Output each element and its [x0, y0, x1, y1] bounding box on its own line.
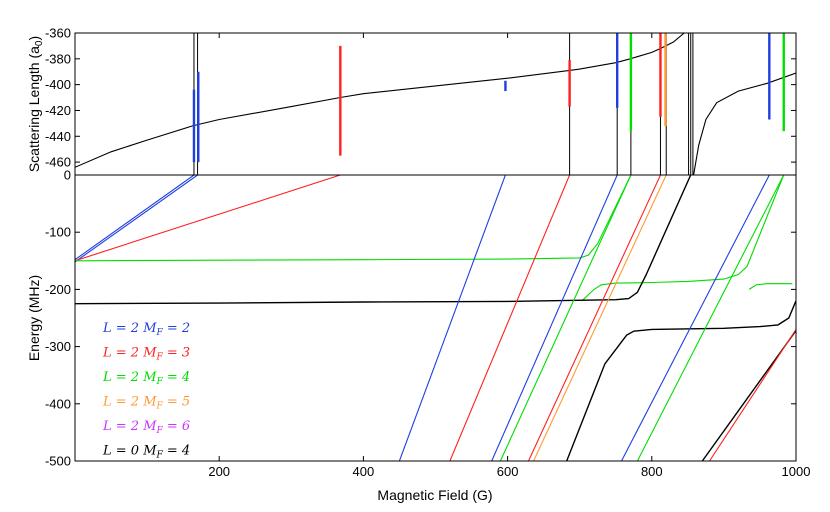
legend-entry-1: L = 2 MF = 3: [102, 346, 190, 363]
top-y-tick-label-3: -420: [45, 103, 71, 118]
energy-series-5: [748, 283, 793, 290]
x-tick-label-4: 1000: [782, 464, 811, 479]
x-axis-label: Magnetic Field (G): [377, 487, 492, 503]
top-y-tick-label-5: -460: [45, 155, 71, 170]
energy-series-6: [75, 175, 692, 305]
energy-series-10: [491, 175, 618, 461]
energy-series-13: [528, 175, 661, 461]
energy-series-11: [621, 175, 770, 461]
energy-series-12: [449, 175, 571, 461]
bottom-y-tick-label-3: -400: [45, 396, 71, 411]
scattering-length-curve: [75, 33, 685, 168]
bottom-y-tick-label-0: -100: [45, 225, 71, 240]
x-tick-label-0: 200: [208, 464, 230, 479]
energy-series-0: [75, 175, 195, 261]
legend-entry-2: L = 2 MF = 4: [102, 370, 190, 387]
top-y-tick-label-1: -380: [45, 51, 71, 66]
bottom-axes: -100 -200 -300 -400 -500 200 400 600 800 1000: [45, 33, 810, 479]
bottom-y-tick-label-4: -500: [45, 454, 71, 469]
legend-entry-5: L = 0 MF = 4: [102, 444, 190, 461]
bottom-y-axis-label: Energy (MHz): [26, 275, 42, 361]
energy-series-2: [75, 175, 341, 262]
scattering-length-curve-after: [693, 72, 796, 175]
legend: L = 2 MF = 2 L = 2 MF = 3 L = 2 MF = 4 L = …: [102, 321, 190, 461]
energy-series-4: [581, 175, 785, 302]
energy-series-17: [533, 175, 667, 461]
bottom-frame: [74, 174, 797, 462]
bottom-plot-area: [75, 175, 796, 461]
energy-series-7: [566, 300, 796, 461]
energy-series-15: [499, 175, 632, 461]
top-y-tick-label-4: -440: [45, 129, 71, 144]
bottom-y-tick-label-1: -200: [45, 282, 71, 297]
bottom-y-tick-label-2: -300: [45, 339, 71, 354]
legend-entry-0: L = 2 MF = 2: [102, 321, 190, 338]
energy-series-9: [398, 175, 506, 461]
top-frame: [74, 32, 797, 176]
top-plot-area: [75, 33, 796, 175]
top-y-tick-label-zero: 0: [64, 168, 71, 183]
energy-series-14: [709, 329, 796, 461]
legend-entry-4: L = 2 MF = 6: [102, 419, 190, 436]
top-y-tick-label-0: -360: [45, 26, 71, 41]
x-tick-label-2: 600: [497, 464, 519, 479]
x-tick-label-1: 400: [353, 464, 375, 479]
x-tick-label-3: 800: [641, 464, 663, 479]
energy-series-16: [636, 175, 785, 461]
legend-entry-3: L = 2 MF = 5: [102, 395, 190, 412]
top-y-tick-label-2: -400: [45, 77, 71, 92]
energy-series-3: [75, 175, 632, 262]
top-y-axis-label: Scattering Length (a0): [26, 36, 45, 172]
bottom-panel: -100 -200 -300 -400 -500 200 400 600 800 1000 Ene…: [26, 33, 810, 503]
energy-series-1: [75, 175, 198, 263]
